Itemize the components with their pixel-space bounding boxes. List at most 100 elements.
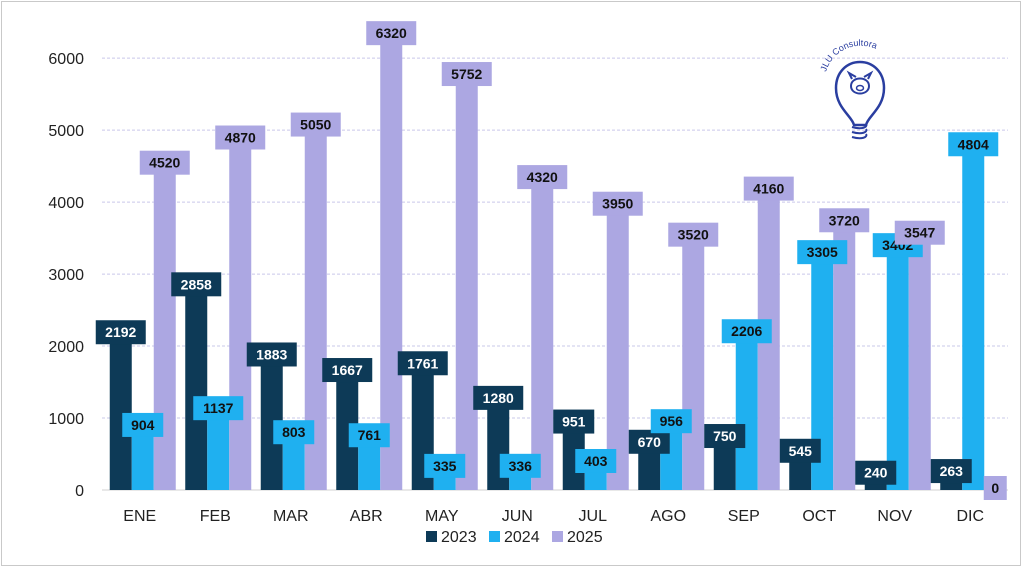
data-label: 240	[864, 465, 888, 481]
bar-2025-abr	[380, 35, 403, 490]
data-label: 4804	[958, 136, 989, 152]
x-tick-label: ENE	[123, 508, 156, 525]
data-label-box	[366, 21, 417, 46]
data-label: 670	[638, 434, 662, 450]
legend-swatch-2023	[426, 531, 437, 542]
bar-2024-abr	[358, 435, 381, 490]
data-label-box	[273, 420, 315, 445]
bar-2024-nov	[886, 245, 909, 490]
data-label: 0	[991, 480, 999, 496]
data-label-box	[948, 132, 999, 157]
bar-2023-mar	[260, 354, 283, 490]
legend-swatch-2025	[552, 531, 563, 542]
x-axis: ENE FEB MAR ABR MAY JUN JUL AGO SEP OCT NOV DIC	[123, 508, 984, 525]
data-label-box	[95, 320, 146, 345]
bar-2025-nov	[908, 234, 931, 490]
x-tick-label: JUN	[502, 508, 533, 525]
data-label: 3950	[602, 196, 633, 212]
bar-2025-feb	[229, 139, 252, 490]
data-label: 750	[713, 428, 737, 444]
data-label-box	[424, 453, 466, 478]
bar-2023-ene	[109, 332, 132, 490]
data-label: 545	[789, 443, 813, 459]
legend-swatch-2024	[489, 531, 500, 542]
y-tick-label: 1000	[48, 411, 84, 428]
data-label: 4160	[753, 181, 784, 197]
data-label-box	[592, 191, 643, 216]
bars	[109, 35, 985, 491]
y-tick-label: 5000	[48, 123, 84, 140]
data-label: 3520	[678, 227, 709, 243]
bar-2025-may	[455, 76, 478, 490]
data-label: 3305	[807, 244, 838, 260]
y-tick-label: 6000	[48, 51, 84, 68]
data-label: 904	[131, 417, 155, 433]
bar-2025-ago	[682, 236, 705, 490]
legend-label-2023: 2023	[441, 529, 477, 546]
x-tick-label: MAY	[425, 508, 459, 525]
data-label: 3547	[904, 225, 935, 241]
y-tick-label: 0	[75, 483, 84, 500]
data-label-box	[743, 176, 794, 201]
bar-2025-jun	[531, 179, 554, 490]
data-label-box	[855, 460, 897, 485]
logo-coil-icon	[851, 123, 868, 140]
bar-2023-ago	[638, 441, 661, 490]
data-label: 5752	[451, 66, 482, 82]
data-label: 1280	[483, 390, 514, 406]
data-label: 263	[940, 463, 964, 479]
y-tick-label: 2000	[48, 339, 84, 356]
bar-2025-ene	[153, 164, 176, 491]
data-labels: 2192 904 4520 2858 1137 4870 1883 803 5050 1667 76…	[95, 21, 1007, 500]
data-label: 1883	[256, 346, 287, 362]
bar-2023-sep	[713, 436, 736, 490]
data-label-box	[819, 208, 870, 233]
data-label-box	[322, 358, 373, 383]
data-label-box	[575, 448, 617, 473]
x-tick-label: NOV	[877, 508, 912, 525]
x-tick-label: DIC	[956, 508, 984, 525]
data-label-box	[517, 165, 568, 190]
data-label: 2206	[731, 323, 762, 339]
data-label-box	[628, 429, 670, 454]
data-label-box	[779, 438, 821, 463]
legend-label-2024: 2024	[504, 529, 540, 546]
data-label: 761	[358, 427, 382, 443]
bar-2023-abr	[336, 370, 359, 490]
data-label: 1667	[332, 362, 363, 378]
bar-2025-oct	[833, 222, 856, 491]
logo-text: JLU Consultora	[818, 38, 878, 73]
legend: 2023 2024 2025	[426, 529, 603, 546]
legend-label-2025: 2025	[567, 529, 603, 546]
data-label-box	[797, 240, 848, 265]
x-tick-label: JUL	[579, 508, 608, 525]
data-label: 1761	[407, 355, 438, 371]
y-axis: 0 1000 2000 3000 4000 5000 6000	[48, 51, 84, 500]
data-label-box	[721, 319, 772, 344]
bar-2024-mar	[282, 432, 305, 490]
data-label: 4520	[149, 155, 180, 171]
bar-2025-jul	[606, 205, 629, 490]
data-label: 335	[433, 458, 457, 474]
logo-snout-icon	[855, 84, 865, 92]
data-label-box	[139, 150, 190, 175]
data-label-box	[215, 125, 266, 150]
data-label-box	[553, 409, 595, 434]
logo-pig-icon	[846, 70, 874, 95]
data-label-box	[193, 396, 244, 421]
bar-2024-oct	[811, 252, 834, 490]
data-label: 4320	[527, 169, 558, 185]
bar-2024-sep	[735, 331, 758, 490]
data-label-box	[246, 342, 297, 367]
data-label: 5050	[300, 117, 331, 133]
data-label: 3720	[829, 212, 860, 228]
x-tick-label: ABR	[350, 508, 383, 525]
logo-bulb-icon	[834, 60, 886, 127]
data-label: 403	[584, 453, 608, 469]
data-label-box	[473, 385, 524, 410]
x-tick-label: MAR	[273, 508, 309, 525]
data-label: 6320	[376, 25, 407, 41]
data-label-box	[983, 476, 1007, 500]
